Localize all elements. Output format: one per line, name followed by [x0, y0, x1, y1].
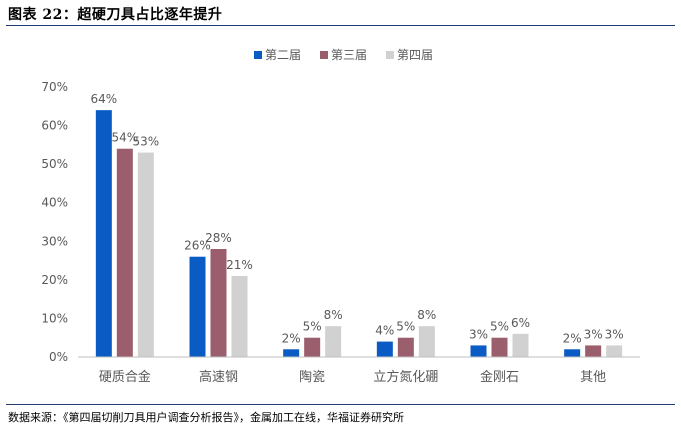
x-tick-label: 金刚石 [480, 369, 519, 385]
x-tick-label: 陶瓷 [299, 369, 325, 385]
figure-title: 图表 22：超硬刀具占比逐年提升 [8, 7, 223, 23]
data-label: 3% [469, 327, 488, 341]
bar [304, 337, 321, 357]
y-tick-label: 40% [41, 196, 68, 210]
data-label: 4% [375, 324, 394, 338]
data-label: 21% [226, 258, 253, 272]
bar [491, 337, 508, 357]
legend: 第二届 第三届 第四届 [254, 48, 433, 62]
x-axis: 硬质合金 高速钢 陶瓷 立方氮化硼 金刚石 其他 [78, 356, 640, 385]
data-label: 8% [324, 308, 343, 322]
y-tick-label: 60% [41, 119, 68, 133]
data-label: 3% [584, 327, 603, 341]
data-label: 28% [205, 231, 232, 245]
data-label: 5% [303, 320, 322, 334]
bar [95, 110, 112, 358]
legend-label: 第二届 [265, 48, 301, 62]
legend-label: 第三届 [331, 48, 367, 62]
x-tick-label: 其他 [580, 370, 606, 385]
y-tick-label: 50% [41, 157, 68, 171]
bar [376, 341, 393, 357]
y-tick-label: 0% [49, 350, 68, 364]
bottom-rule [6, 404, 675, 405]
bars: 64%26%2%4% 3% 2%54%28%5% 5% 5%3%53%21%8% 8%6%… [90, 92, 624, 358]
data-label: 54% [111, 131, 138, 145]
bar [283, 349, 300, 357]
bar [564, 349, 581, 357]
bar [137, 152, 154, 357]
y-tick-label: 20% [41, 273, 68, 287]
bar [418, 326, 435, 357]
bar [585, 345, 602, 357]
data-label: 64% [90, 92, 117, 106]
legend-swatch [254, 51, 262, 59]
legend-swatch [386, 51, 394, 59]
data-label: 6% [511, 316, 530, 330]
data-label: 3% [605, 327, 624, 341]
bar [116, 148, 133, 357]
legend-swatch [320, 51, 328, 59]
bar [231, 276, 248, 357]
data-label: 2% [563, 331, 582, 345]
data-label: 5% [490, 320, 509, 334]
y-tick-label: 30% [41, 234, 68, 248]
x-tick-label: 硬质合金 [99, 369, 151, 385]
y-tick-label: 10% [41, 311, 68, 325]
bar [397, 337, 414, 357]
source-note: 数据来源：《第四届切削刀具用户调查分析报告》，金属加工在线，华福证券研究所 [8, 411, 404, 424]
bar [189, 256, 206, 357]
bar-chart: 第二届 第三届 第四届 0% 10% 20% 30% 40% 50% 60% 70% 64% 26%… [41, 48, 640, 385]
data-label: 8% [417, 308, 436, 322]
bar [210, 249, 227, 357]
data-label: 2% [282, 331, 301, 345]
data-label: 5% [396, 320, 415, 334]
x-tick-label: 高速钢 [199, 369, 238, 385]
bar [606, 345, 623, 357]
data-label: 26% [184, 239, 211, 253]
top-rule [6, 25, 675, 26]
bar [325, 326, 342, 357]
bar [512, 333, 529, 357]
bar [470, 345, 487, 357]
y-axis: 0% 10% 20% 30% 40% 50% 60% 70% [41, 80, 68, 364]
y-tick-label: 70% [41, 80, 68, 94]
data-label: 53% [132, 135, 159, 149]
legend-label: 第四届 [397, 48, 433, 62]
x-tick-label: 立方氮化硼 [373, 369, 438, 385]
